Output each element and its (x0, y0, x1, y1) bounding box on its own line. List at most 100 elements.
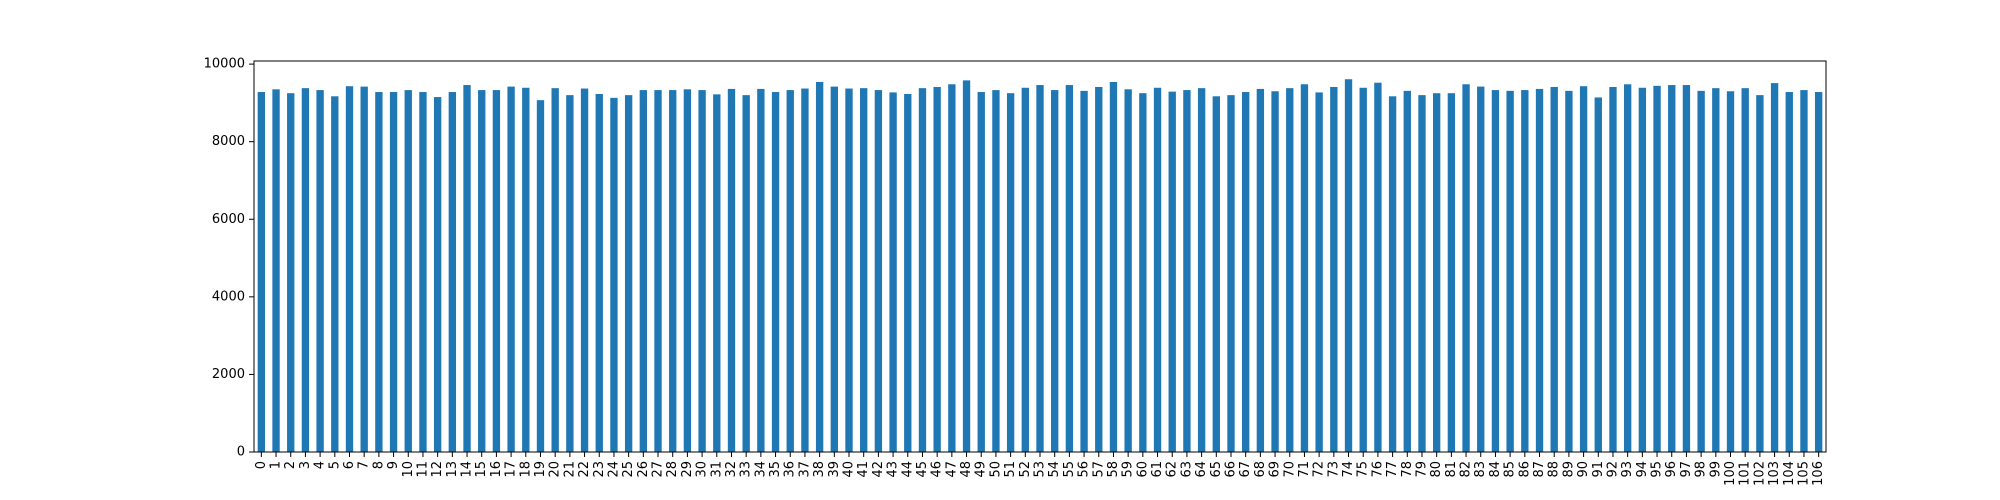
bar (1462, 84, 1470, 453)
bar (683, 89, 692, 452)
bar (1579, 86, 1588, 453)
bar (1021, 87, 1029, 452)
x-tick-label: 39 (827, 461, 842, 478)
x-tick-label: 78 (1400, 461, 1415, 478)
x-tick-label: 8 (371, 461, 386, 469)
x-tick-label: 21 (562, 461, 577, 478)
x-tick-label: 59 (1121, 461, 1136, 478)
x-tick-label: 66 (1223, 461, 1238, 478)
x-tick-label: 106 (1811, 461, 1826, 486)
x-tick-label: 42 (871, 461, 886, 478)
x-tick-label: 63 (1179, 461, 1194, 478)
x-tick-label: 1 (269, 461, 284, 469)
x-tick-label: 82 (1459, 461, 1474, 478)
x-tick-label: 69 (1268, 461, 1283, 478)
x-tick-label: 31 (709, 461, 724, 478)
bar (1712, 88, 1720, 453)
x-tick-label: 15 (474, 461, 489, 478)
x-tick-label: 74 (1341, 461, 1356, 478)
x-tick-label: 57 (1091, 461, 1106, 478)
bar (1242, 92, 1250, 453)
x-tick-label: 96 (1664, 461, 1679, 478)
bar (1770, 83, 1779, 453)
bar (1227, 95, 1235, 452)
bar (1330, 86, 1338, 453)
bar (1271, 91, 1279, 452)
bar (1256, 88, 1265, 452)
bar (1344, 79, 1353, 453)
bar (1594, 97, 1602, 452)
x-tick-label: 97 (1679, 461, 1694, 478)
bar (610, 97, 618, 453)
bar (1550, 86, 1558, 453)
bar (1433, 93, 1441, 452)
bar (1682, 85, 1691, 452)
bar (1506, 90, 1514, 453)
bar (742, 95, 750, 452)
x-tick-label: 41 (856, 461, 871, 478)
bar (1109, 81, 1118, 453)
bar (1212, 96, 1220, 452)
y-tick-label: 6000 (212, 212, 245, 227)
x-tick-label: 92 (1605, 461, 1620, 478)
x-tick-label: 101 (1738, 461, 1753, 486)
bar (815, 81, 824, 453)
x-tick-label: 29 (680, 461, 695, 478)
x-tick-label: 46 (930, 461, 945, 478)
x-tick-label: 33 (739, 461, 754, 478)
x-tick-label: 98 (1694, 461, 1709, 478)
x-tick-label: 51 (1003, 461, 1018, 478)
x-tick-label: 67 (1238, 461, 1253, 478)
x-tick-label: 18 (518, 461, 533, 478)
bar (698, 90, 706, 453)
x-tick-label: 19 (533, 461, 548, 478)
x-tick-label: 81 (1444, 461, 1459, 478)
bar (727, 88, 736, 452)
x-tick-label: 47 (944, 461, 959, 478)
x-tick-label: 89 (1561, 461, 1576, 478)
x-tick-label: 3 (298, 461, 313, 469)
x-tick-label: 68 (1253, 461, 1268, 478)
bar (1183, 90, 1191, 453)
bar (272, 89, 280, 452)
bar (1315, 92, 1323, 452)
x-tick-label: 104 (1782, 461, 1797, 486)
x-tick-label: 99 (1708, 461, 1723, 478)
bar (1124, 89, 1132, 452)
x-tick-label: 49 (974, 461, 989, 478)
bar (1359, 87, 1367, 452)
bar (962, 80, 971, 453)
x-tick-label: 79 (1414, 461, 1429, 478)
x-tick-label: 71 (1297, 461, 1312, 478)
x-tick-label: 100 (1723, 461, 1738, 486)
bar (580, 88, 589, 452)
x-tick-label: 73 (1326, 461, 1341, 478)
bar (1653, 85, 1661, 453)
bar (536, 100, 545, 452)
x-tick-label: 30 (695, 461, 710, 478)
x-tick-label: 24 (606, 461, 621, 478)
x-tick-label: 44 (900, 461, 915, 478)
bar (830, 86, 838, 452)
x-tick-label: 26 (636, 461, 651, 478)
bar (1521, 90, 1529, 453)
x-tick-label: 60 (1135, 461, 1150, 478)
x-tick-label: 93 (1620, 461, 1635, 478)
bar (624, 95, 633, 452)
bar (771, 92, 780, 453)
bar (1756, 95, 1764, 452)
bar (1447, 93, 1456, 452)
x-tick-label: 76 (1370, 461, 1385, 478)
bar (492, 90, 501, 453)
x-tick-label: 88 (1547, 461, 1562, 478)
x-tick-label: 43 (886, 461, 901, 478)
bar (1477, 86, 1485, 452)
bar (786, 90, 794, 453)
x-tick-label: 54 (1047, 461, 1062, 478)
axes-frame (253, 60, 1827, 453)
x-tick-label: 12 (430, 461, 445, 478)
bar (1300, 84, 1309, 453)
x-tick-label: 0 (254, 461, 269, 469)
